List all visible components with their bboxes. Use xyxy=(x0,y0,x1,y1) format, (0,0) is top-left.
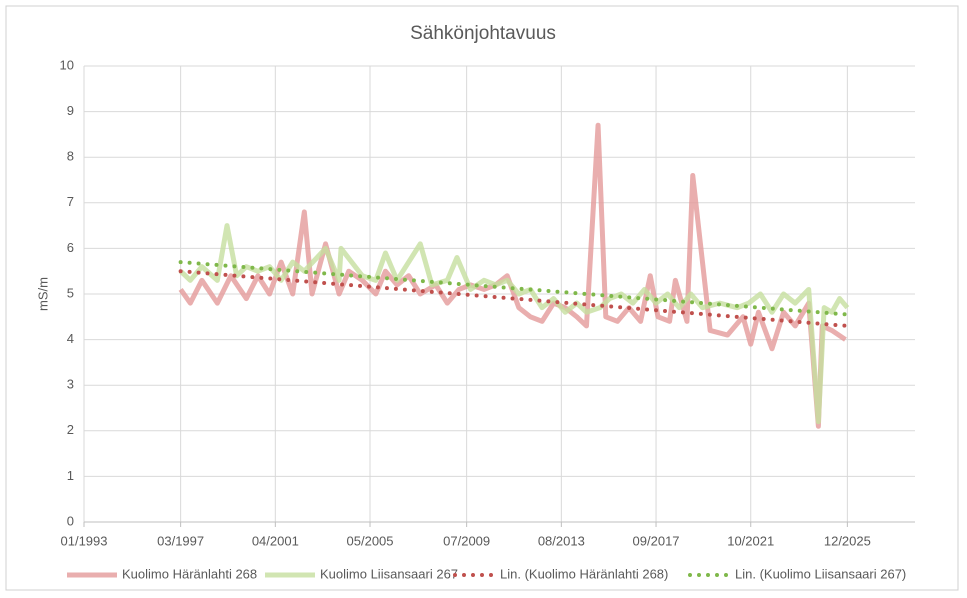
x-tick-label: 01/1993 xyxy=(61,533,108,548)
legend-label: Lin. (Kuolimo Liisansaari 267) xyxy=(735,566,906,581)
data-line xyxy=(178,122,847,429)
x-tick-label: 08/2013 xyxy=(538,533,585,548)
legend-label: Kuolimo Häränlahti 268 xyxy=(122,566,257,581)
trend-line xyxy=(178,260,850,317)
x-tick-label: 04/2001 xyxy=(252,533,299,548)
chart-frame xyxy=(5,5,959,591)
y-tick-label: 4 xyxy=(67,331,74,346)
y-tick-label: 5 xyxy=(67,285,74,300)
trend-line xyxy=(178,269,850,328)
legend-label: Lin. (Kuolimo Häränlahti 268) xyxy=(500,566,668,581)
y-tick-label: 3 xyxy=(67,377,74,392)
y-axis-label: mS/m xyxy=(35,277,50,311)
x-tick-label: 09/2017 xyxy=(633,533,680,548)
y-tick-label: 2 xyxy=(67,422,74,437)
y-tick-label: 10 xyxy=(60,57,74,72)
y-tick-label: 7 xyxy=(67,194,74,209)
x-tick-label: 10/2021 xyxy=(727,533,774,548)
y-tick-label: 0 xyxy=(67,513,74,528)
y-tick-label: 8 xyxy=(67,149,74,164)
x-tick-label: 05/2005 xyxy=(347,533,394,548)
y-tick-label: 1 xyxy=(67,468,74,483)
chart-title: Sähkönjohtavuus xyxy=(410,23,556,44)
y-tick-label: 9 xyxy=(67,103,74,118)
x-tick-label: 12/2025 xyxy=(824,533,871,548)
x-tick-label: 03/1997 xyxy=(157,533,204,548)
y-tick-label: 6 xyxy=(67,240,74,255)
x-tick-label: 07/2009 xyxy=(443,533,490,548)
legend-label: Kuolimo Liisansaari 267 xyxy=(320,566,458,581)
